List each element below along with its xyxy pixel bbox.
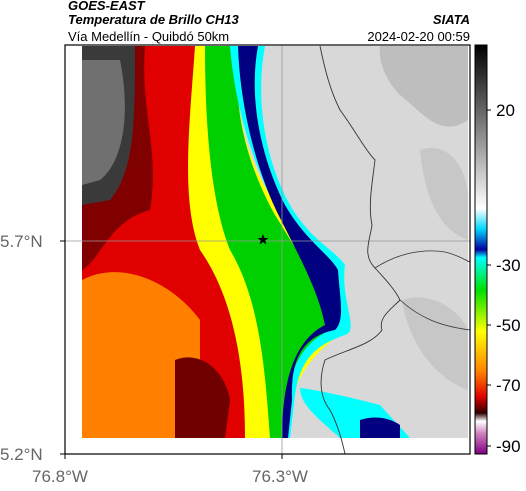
timestamp: 2024-02-20 00:59 [367,29,470,44]
organization-label: SIATA [432,12,470,27]
lon-tick-label: 76.3°W [252,467,308,486]
coastline [319,45,401,455]
lon-tick-label: 76.8°W [32,467,88,486]
map-subtitle: Vía Medellín - Quibdó 50km [68,29,230,44]
colorbar-tick-label: 20 [496,101,515,120]
lat-tick-label: 5.7°N [0,232,43,251]
admin-boundary-north [374,250,471,269]
star-icon [257,234,269,245]
admin-boundary-south [399,299,471,331]
colorbar-tick-label: -70 [496,376,521,395]
colorbar-tick-label: -50 [496,316,521,335]
product-title: Temperatura de Brillo CH13 [68,12,239,27]
map-frame [64,44,471,455]
brightness-temperature-field [82,46,468,438]
colorbar-tick-label: -30 [496,256,521,275]
lat-tick-label: 5.2°N [0,445,43,464]
colorbar-tick-label: -90 [496,437,521,456]
colorbar [474,44,488,455]
satellite-name: GOES-EAST [68,0,145,13]
